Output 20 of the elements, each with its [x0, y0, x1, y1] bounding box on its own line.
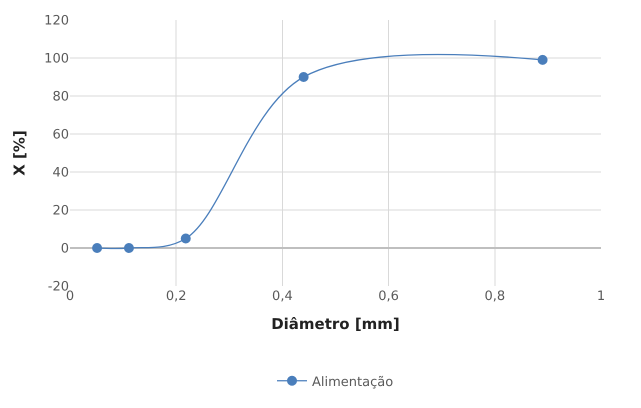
y-tick-label: 100: [44, 52, 69, 67]
x-tick-label: 1: [596, 289, 606, 304]
point: [124, 243, 134, 253]
x-tick-label: 0,2: [166, 289, 187, 304]
point: [180, 234, 191, 244]
point: [298, 72, 309, 82]
y-tick-label: 120: [44, 14, 69, 29]
y-tick-label: 60: [52, 128, 69, 143]
x-axis-title: Diâmetro [mm]: [271, 315, 400, 333]
y-tick-label: 20: [52, 204, 69, 219]
y-tick-label: 80: [52, 90, 69, 105]
point: [92, 243, 102, 253]
x-tick-label: 0,8: [484, 289, 506, 304]
legend-label: Alimentação: [312, 374, 394, 390]
x-tick-label: 0,4: [272, 289, 293, 304]
y-axis-title: X [%]: [10, 130, 28, 176]
x-tick-label: 0,6: [378, 289, 399, 304]
point: [538, 54, 548, 65]
y-tick-label: 0: [60, 242, 69, 257]
y-tick-label: 40: [52, 166, 69, 181]
